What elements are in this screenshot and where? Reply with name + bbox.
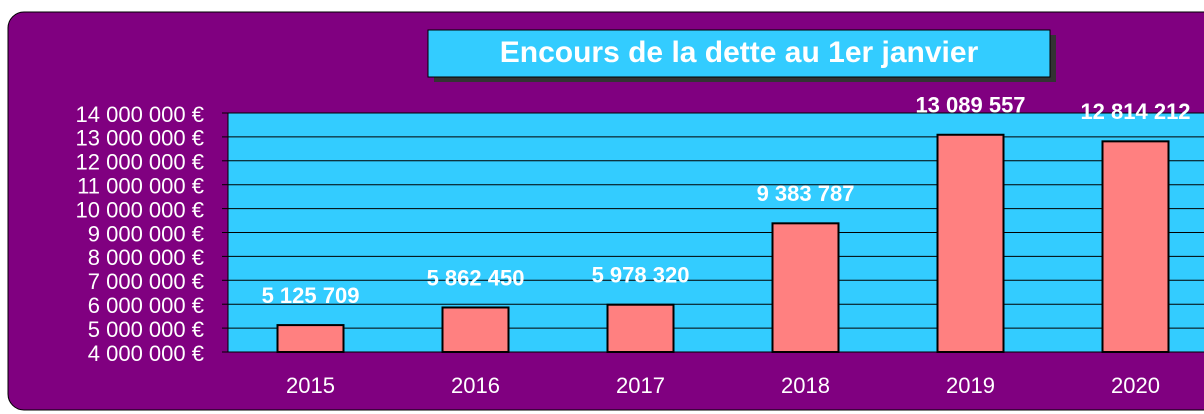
y-tick-label: 10 000 000 € xyxy=(76,197,204,222)
y-tick-label: 12 000 000 € xyxy=(76,150,204,175)
data-label: 12 814 212 xyxy=(1080,99,1190,124)
y-tick-label: 7 000 000 € xyxy=(88,269,204,294)
bar xyxy=(276,324,345,353)
title-box xyxy=(427,29,1051,78)
y-tick-label: 4 000 000 € xyxy=(88,341,204,366)
x-tick-label: 2016 xyxy=(451,373,500,398)
y-tick-label: 8 000 000 € xyxy=(88,245,204,270)
y-tick-label: 9 000 000 € xyxy=(88,221,204,246)
x-tick-label: 2018 xyxy=(781,373,830,398)
y-tick-label: 11 000 000 € xyxy=(77,174,204,199)
bar xyxy=(1101,140,1170,353)
data-label: 13 089 557 xyxy=(915,93,1025,118)
y-tick-label: 6 000 000 € xyxy=(88,293,204,318)
bar xyxy=(936,133,1005,353)
data-label: 5 862 450 xyxy=(427,265,525,290)
y-tick-label: 13 000 000 € xyxy=(76,126,204,151)
chart-title: Encours de la dette au 1er janvier xyxy=(500,36,979,69)
data-label: 9 383 787 xyxy=(757,181,855,206)
y-tick-label: 5 000 000 € xyxy=(88,317,204,342)
x-tick-label: 2015 xyxy=(286,373,335,398)
data-label: 5 125 709 xyxy=(262,283,360,308)
data-label: 5 978 320 xyxy=(592,263,690,288)
x-tick-label: 2017 xyxy=(616,373,665,398)
x-tick-label: 2020 xyxy=(1111,373,1160,398)
x-tick-label: 2019 xyxy=(946,373,995,398)
bar xyxy=(771,222,840,353)
bar xyxy=(606,303,675,353)
bar xyxy=(441,306,510,354)
y-tick-label: 14 000 000 € xyxy=(76,102,204,127)
